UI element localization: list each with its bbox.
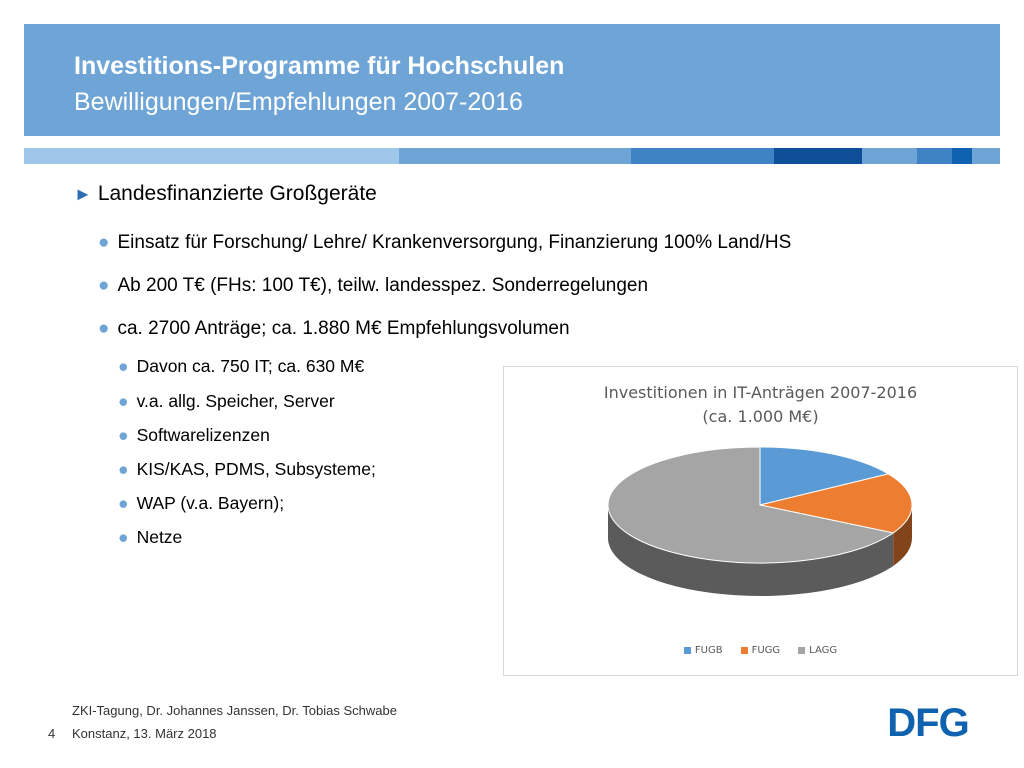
bullet-text: KIS/KAS, PDMS, Subsysteme; bbox=[136, 459, 376, 479]
bullet-level2: ● Einsatz für Forschung/ Lehre/ Krankenve… bbox=[98, 232, 791, 254]
bullet-text: Netze bbox=[136, 527, 183, 547]
bullet-level3: ● Davon ca. 750 IT; ca. 630 M€ bbox=[118, 356, 364, 377]
bullet-dot-icon: ● bbox=[98, 318, 110, 339]
bullet-level2: ● Ab 200 T€ (FHs: 100 T€), teilw. landess… bbox=[98, 275, 648, 297]
stripe-segment bbox=[631, 148, 774, 164]
legend-label: FUGG bbox=[751, 645, 781, 656]
stripe-segment bbox=[862, 148, 917, 164]
legend-swatch bbox=[798, 647, 806, 654]
bullet-text: ca. 2700 Anträge; ca. 1.880 M€ Empfehlun… bbox=[117, 318, 570, 339]
bullet-dot-icon: ● bbox=[118, 391, 129, 411]
footer-event: ZKI-Tagung, Dr. Johannes Janssen, Dr. To… bbox=[72, 703, 397, 718]
bullet-dot-icon: ● bbox=[118, 425, 129, 445]
legend-item: FUGG bbox=[740, 645, 781, 656]
page-number: 4 bbox=[48, 726, 56, 741]
legend-item: FUGB bbox=[683, 645, 723, 656]
bullet-text: WAP (v.a. Bayern); bbox=[136, 493, 285, 513]
bullet-dot-icon: ● bbox=[118, 527, 129, 547]
legend-swatch bbox=[740, 647, 748, 654]
bullet-dot-icon: ● bbox=[118, 356, 129, 376]
legend-label: LAGG bbox=[809, 645, 838, 656]
legend-item: LAGG bbox=[798, 645, 837, 656]
chart-legend: FUGB FUGG LAGG bbox=[504, 645, 1017, 656]
bullet-dot-icon: ● bbox=[98, 275, 110, 296]
legend-swatch bbox=[683, 647, 691, 654]
bullet-text: Ab 200 T€ (FHs: 100 T€), teilw. landessp… bbox=[117, 275, 649, 296]
chart-title: Investitionen in IT-Anträgen 2007-2016 bbox=[603, 383, 918, 402]
decorative-stripe bbox=[24, 148, 1000, 164]
footer-location-date: Konstanz, 13. März 2018 bbox=[72, 726, 217, 741]
stripe-segment bbox=[399, 148, 631, 164]
bullet-text: v.a. allg. Speicher, Server bbox=[136, 391, 335, 411]
stripe-segment bbox=[24, 148, 399, 164]
bullet-text: Landesfinanzierte Großgeräte bbox=[97, 182, 377, 205]
bullet-level3: ● KIS/KAS, PDMS, Subsysteme; bbox=[118, 459, 376, 480]
pie-slice-lagg bbox=[607, 446, 895, 564]
stripe-segment bbox=[917, 148, 952, 164]
stripe-segment bbox=[972, 148, 1000, 164]
bullet-level3: ● Netze bbox=[118, 527, 182, 548]
title-banner: Investitions-Programme für Hochschulen B… bbox=[24, 24, 1000, 136]
bullet-level3: ● WAP (v.a. Bayern); bbox=[118, 493, 284, 514]
legend-label: FUGB bbox=[694, 645, 723, 656]
bullet-dot-icon: ● bbox=[118, 493, 129, 513]
slide-subtitle: Bewilligungen/Empfehlungen 2007-2016 bbox=[74, 88, 523, 116]
bullet-level2: ● ca. 2700 Anträge; ca. 1.880 M€ Empfehlu… bbox=[98, 318, 570, 340]
bullet-text: Davon ca. 750 IT; ca. 630 M€ bbox=[136, 356, 365, 376]
stripe-segment bbox=[952, 148, 972, 164]
slide-title: Investitions-Programme für Hochschulen bbox=[74, 52, 565, 80]
pie-plot bbox=[607, 446, 913, 596]
pie-side-lagg bbox=[608, 505, 894, 596]
bullet-level3: ● v.a. allg. Speicher, Server bbox=[118, 391, 335, 412]
bullet-text: Softwarelizenzen bbox=[136, 425, 270, 445]
pie-chart: Investitionen in IT-Anträgen 2007-2016 (… bbox=[503, 366, 1018, 676]
arrow-icon: ► bbox=[74, 184, 92, 204]
dfg-logo: DFG bbox=[887, 701, 969, 742]
pie-slice-fugb bbox=[759, 446, 890, 506]
svg-text:DFG: DFG bbox=[887, 701, 968, 742]
bullet-level3: ● Softwarelizenzen bbox=[118, 425, 270, 446]
stripe-segment bbox=[774, 148, 862, 164]
bullet-dot-icon: ● bbox=[118, 459, 129, 479]
bullet-level1: ► Landesfinanzierte Großgeräte bbox=[74, 182, 377, 206]
bullet-dot-icon: ● bbox=[98, 232, 110, 253]
pie-slice-fugg bbox=[759, 473, 913, 534]
bullet-text: Einsatz für Forschung/ Lehre/ Krankenver… bbox=[117, 232, 792, 253]
chart-subtitle: (ca. 1.000 M€) bbox=[702, 407, 819, 426]
